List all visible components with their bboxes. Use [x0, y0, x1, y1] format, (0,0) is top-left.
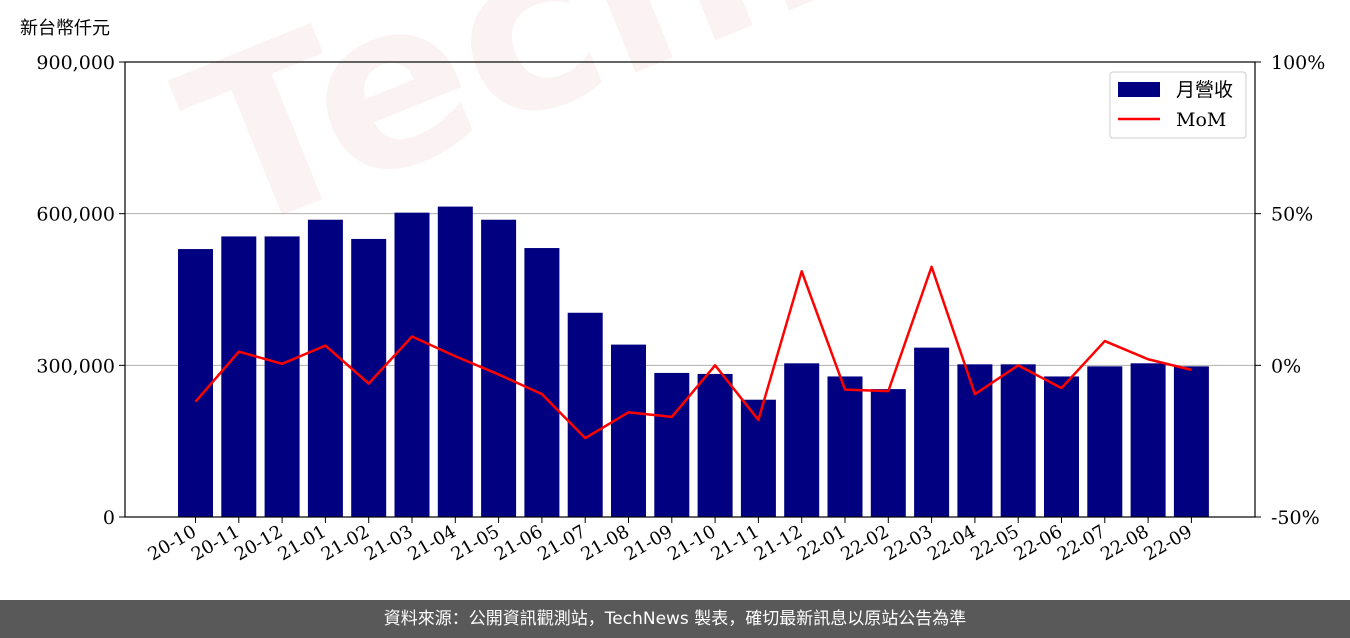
- bar: [914, 347, 950, 517]
- x-tick-label: 22-04: [924, 521, 979, 565]
- source-footer: 資料來源：公開資訊觀測站，TechNews 製表，確切最新訊息以原站公告為準: [0, 600, 1350, 638]
- plot-frame: [124, 61, 1256, 518]
- bar: [697, 373, 733, 517]
- mom-line: [194, 265, 1192, 440]
- y-right-tick-label: -50%: [1271, 507, 1320, 529]
- x-tick-label: 22-05: [967, 521, 1022, 565]
- x-tick-label: 21-10: [664, 521, 719, 565]
- x-tick-label: 22-09: [1140, 521, 1195, 565]
- y-left-tick-label: 600,000: [36, 204, 115, 226]
- x-tick-label: 21-09: [621, 521, 676, 565]
- x-tick-label: 21-07: [534, 521, 589, 565]
- bar: [1044, 376, 1079, 517]
- x-tick-label: 21-12: [751, 521, 806, 565]
- x-tick-label: 21-08: [578, 521, 633, 565]
- legend-label-mom: MoM: [1176, 109, 1226, 131]
- x-tick-label: 20-11: [188, 521, 243, 565]
- bar: [1173, 366, 1209, 517]
- bar: [654, 372, 690, 517]
- y-right-tick-label: 0%: [1271, 355, 1301, 377]
- bar: [264, 236, 300, 517]
- x-tick-label: 21-06: [491, 521, 546, 565]
- bar: [1000, 364, 1036, 517]
- x-tick-label: 22-03: [881, 521, 936, 565]
- y-axis-unit-label: 新台幣仟元: [20, 18, 110, 39]
- x-tick-label: 22-02: [837, 521, 892, 565]
- bar: [1130, 363, 1166, 517]
- bar: [957, 364, 993, 517]
- bar: [178, 249, 213, 518]
- bar: [567, 312, 603, 517]
- y-left-tick-label: 300,000: [36, 355, 115, 377]
- bar: [524, 248, 560, 518]
- bar: [1087, 366, 1123, 517]
- bar: [221, 236, 257, 517]
- x-tick-label: 21-02: [318, 521, 373, 565]
- bar: [307, 219, 343, 517]
- x-tick-label: 22-08: [1097, 521, 1152, 565]
- legend-swatch-bar: [1118, 82, 1160, 97]
- y-right-tick-label: 50%: [1271, 204, 1313, 226]
- bar: [870, 389, 906, 517]
- revenue-chart: 0 300,000 600,000 900,000 -50% 0% 50% 100% 20-10…: [36, 52, 1325, 565]
- bar: [827, 376, 863, 517]
- legend-label-revenue: 月營收: [1176, 79, 1233, 101]
- x-tick-label: 21-01: [274, 521, 329, 565]
- x-tick-label: 21-04: [404, 521, 459, 565]
- y-left-tick-label: 900,000: [36, 52, 115, 74]
- y-right-tick-label: 100%: [1271, 52, 1325, 74]
- bar: [394, 212, 430, 517]
- bar: [351, 238, 387, 517]
- x-tick-label: 22-01: [794, 521, 849, 565]
- bar: [611, 344, 646, 517]
- x-tick-label: 20-12: [231, 521, 286, 565]
- x-tick-label: 22-07: [1054, 521, 1109, 565]
- x-tick-label: 22-06: [1011, 521, 1066, 565]
- bar: [784, 363, 820, 517]
- x-tick-label: 20-10: [145, 521, 200, 565]
- x-tick-label: 21-05: [448, 521, 503, 565]
- x-tick-label: 21-11: [707, 521, 762, 565]
- y-left-tick-label: 0: [103, 507, 115, 529]
- x-tick-label: 21-03: [361, 521, 416, 565]
